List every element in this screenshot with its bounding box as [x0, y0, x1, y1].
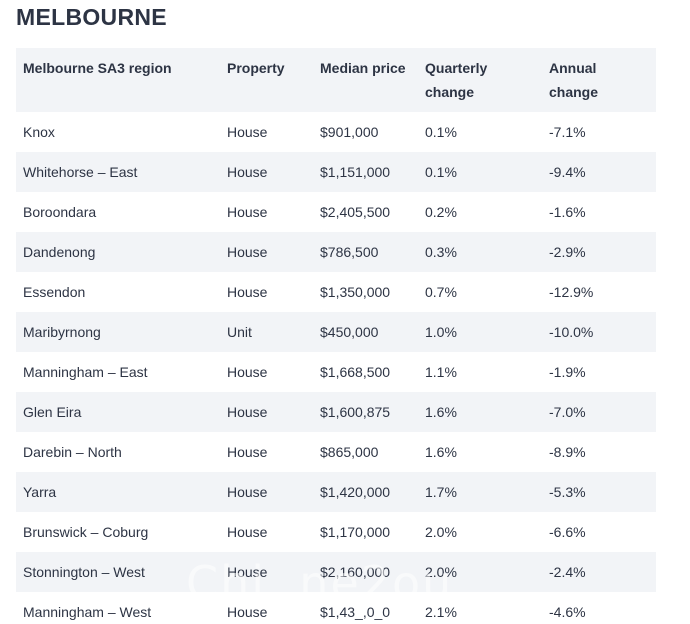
- cell-quarterly-change: 2.0%: [425, 524, 457, 540]
- cell-annual-change: -10.0%: [542, 312, 656, 352]
- cell-region: Dandenong: [16, 232, 220, 272]
- cell-region: Knox: [23, 124, 55, 140]
- cell-annual-change: -9.4%: [542, 152, 656, 192]
- cell-region: Maribyrnong: [16, 312, 220, 352]
- column-header-median-price: Median price: [313, 48, 418, 112]
- cell-annual-change: -1.9%: [549, 364, 586, 380]
- table-row: Essendon House $1,350,000 0.7% -12.9%: [16, 272, 656, 312]
- cell-quarterly-change: 0.1%: [425, 124, 457, 140]
- cell-property: Unit: [220, 312, 313, 352]
- table-row: Darebin – North House $865,000 1.6% -8.9…: [16, 432, 656, 472]
- cell-quarterly-change: 0.1%: [418, 152, 542, 192]
- cell-region: Brunswick – Coburg: [23, 524, 149, 540]
- cell-quarterly-change: 2.0%: [418, 552, 542, 592]
- cell-property: House: [220, 472, 313, 512]
- table-row: Manningham – East House $1,668,500 1.1% …: [16, 352, 656, 392]
- cell-annual-change: -5.3%: [542, 472, 656, 512]
- cell-median-price: $450,000: [313, 312, 418, 352]
- cell-annual-change: -8.9%: [549, 444, 586, 460]
- cell-property: House: [220, 392, 313, 432]
- cell-annual-change: -12.9%: [549, 284, 594, 300]
- cell-median-price: $1,350,000: [320, 284, 391, 300]
- cell-annual-change: -1.6%: [549, 204, 586, 220]
- cell-region: Stonnington – West: [16, 552, 220, 592]
- header-row: Melbourne SA3 region Property Median pri…: [16, 48, 656, 112]
- cell-quarterly-change: 1.1%: [425, 364, 457, 380]
- cell-annual-change: -6.6%: [549, 524, 586, 540]
- price-table: Melbourne SA3 region Property Median pri…: [16, 48, 656, 624]
- cell-quarterly-change: 0.2%: [425, 204, 457, 220]
- cell-median-price: $1,600,875: [313, 392, 418, 432]
- cell-median-price: $2,160,000: [313, 552, 418, 592]
- cell-quarterly-change: 2.1%: [425, 604, 457, 620]
- cell-median-price: $1,668,500: [320, 364, 391, 380]
- cell-property: House: [227, 364, 268, 380]
- cell-median-price: $2,405,500: [320, 204, 391, 220]
- cell-quarterly-change: 0.7%: [425, 284, 457, 300]
- column-header-property: Property: [220, 48, 313, 112]
- cell-property: House: [220, 232, 313, 272]
- cell-region: Boroondara: [23, 204, 97, 220]
- table-row: Brunswick – Coburg House $1,170,000 2.0%…: [16, 512, 656, 552]
- table-row: Maribyrnong Unit $450,000 1.0% -10.0%: [16, 312, 656, 352]
- cell-quarterly-change: 1.6%: [425, 444, 457, 460]
- table-row: Manningham – West House $1,43_,0_0 2.1% …: [16, 592, 656, 624]
- cell-region: Essendon: [23, 284, 86, 300]
- cell-property: House: [227, 604, 268, 620]
- cell-median-price: $786,500: [313, 232, 418, 272]
- cell-property: House: [227, 444, 268, 460]
- table-row: Glen Eira House $1,600,875 1.6% -7.0%: [16, 392, 656, 432]
- table-row: Yarra House $1,420,000 1.7% -5.3%: [16, 472, 656, 512]
- section-heading: MELBOURNE: [16, 4, 167, 30]
- cell-annual-change: -7.1%: [549, 124, 586, 140]
- table-row: Stonnington – West House $2,160,000 2.0%…: [16, 552, 656, 592]
- cell-property: House: [227, 524, 268, 540]
- cell-region: Manningham – West: [23, 604, 152, 620]
- cell-region: Yarra: [16, 472, 220, 512]
- table-header: Melbourne SA3 region Property Median pri…: [16, 48, 656, 112]
- cell-annual-change: -2.9%: [542, 232, 656, 272]
- cell-annual-change: -2.4%: [542, 552, 656, 592]
- cell-property: House: [227, 204, 268, 220]
- table-body: Knox House $901,000 0.1% -7.1% Whitehors…: [16, 112, 656, 624]
- table-row: Whitehorse – East House $1,151,000 0.1% …: [16, 152, 656, 192]
- cell-region: Glen Eira: [16, 392, 220, 432]
- column-header-annual-change: Annual change: [542, 48, 656, 112]
- cell-quarterly-change: 1.7%: [418, 472, 542, 512]
- cell-median-price: $1,151,000: [313, 152, 418, 192]
- column-header-region: Melbourne SA3 region: [16, 48, 220, 112]
- table-row: Dandenong House $786,500 0.3% -2.9%: [16, 232, 656, 272]
- cell-region: Darebin – North: [23, 444, 122, 460]
- cell-region: Whitehorse – East: [16, 152, 220, 192]
- column-header-quarterly-change: Quarterly change: [418, 48, 542, 112]
- cell-property: House: [220, 552, 313, 592]
- table-row: Knox House $901,000 0.1% -7.1%: [16, 112, 656, 152]
- cell-median-price: $1,43_,0_0: [320, 604, 391, 620]
- cell-annual-change: -4.6%: [549, 604, 586, 620]
- cell-quarterly-change: 0.3%: [418, 232, 542, 272]
- cell-annual-change: -7.0%: [542, 392, 656, 432]
- cell-quarterly-change: 1.6%: [418, 392, 542, 432]
- cell-median-price: $1,170,000: [320, 524, 391, 540]
- cell-median-price: $901,000: [320, 124, 379, 140]
- cell-median-price: $865,000: [320, 444, 379, 460]
- table-row: Boroondara House $2,405,500 0.2% -1.6%: [16, 192, 656, 232]
- cell-property: House: [227, 124, 268, 140]
- cell-median-price: $1,420,000: [313, 472, 418, 512]
- cell-property: House: [220, 152, 313, 192]
- cell-region: Manningham – East: [23, 364, 148, 380]
- cell-property: House: [227, 284, 268, 300]
- cell-quarterly-change: 1.0%: [418, 312, 542, 352]
